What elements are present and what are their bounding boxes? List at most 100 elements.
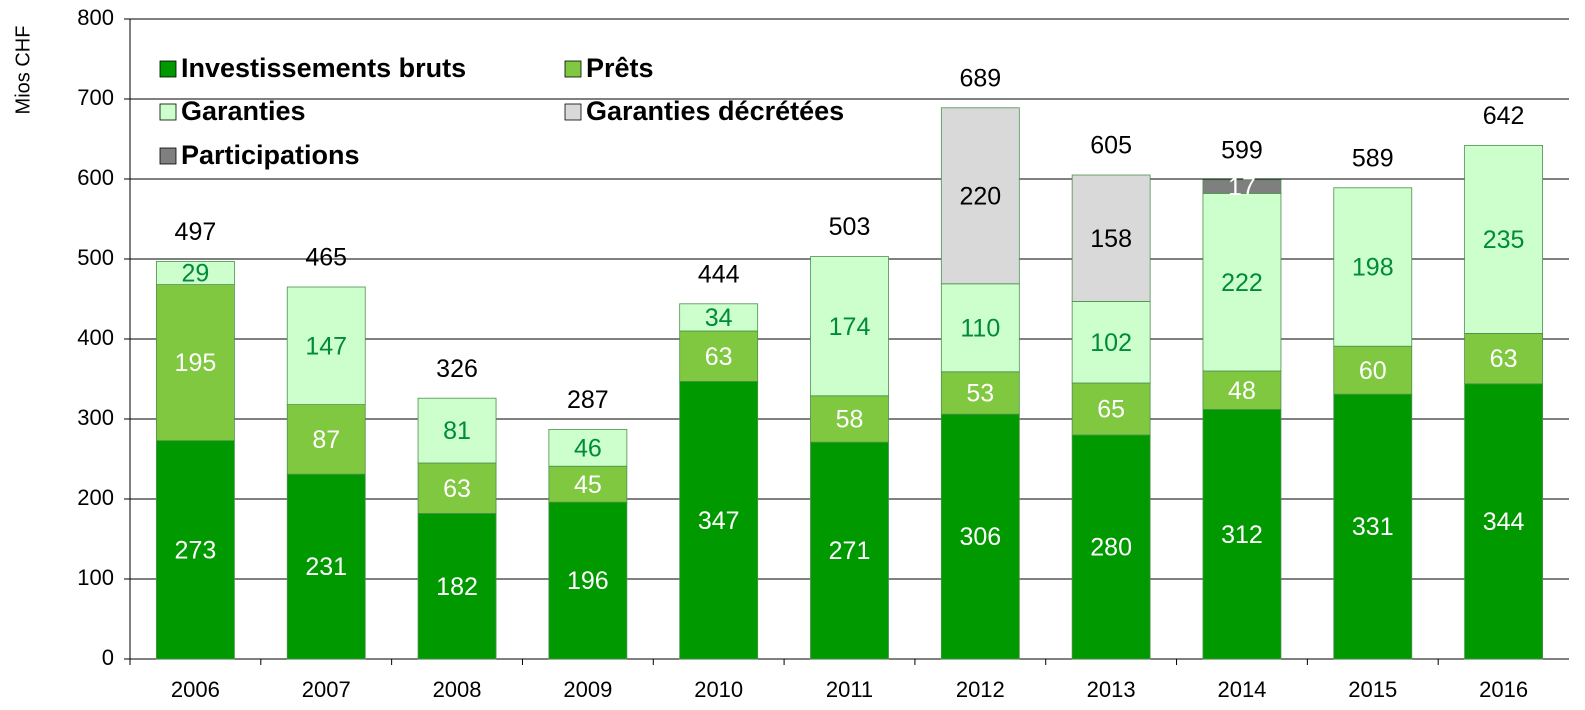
bar-segment (940, 283, 1020, 373)
bar-segment (286, 286, 366, 405)
segment-label: 158 (1090, 225, 1132, 253)
y-tick-label: 0 (102, 645, 114, 670)
bar-segment (156, 440, 235, 660)
segment-label: 344 (1483, 508, 1525, 536)
x-tick-label: 2014 (1217, 677, 1266, 702)
y-tick-label: 400 (77, 325, 114, 350)
total-label: 689 (959, 64, 1001, 92)
bar-segment (1202, 370, 1282, 410)
segment-label: 196 (567, 567, 609, 595)
segment-label: 347 (698, 507, 740, 535)
bar-segment (548, 428, 628, 467)
total-label: 326 (436, 355, 478, 383)
legend-label: Garanties (181, 96, 306, 126)
legend-swatch (159, 103, 177, 121)
bar-segment (1464, 383, 1543, 660)
segment-label: 17 (1228, 173, 1256, 201)
bar-segment (679, 303, 759, 332)
segment-label: 331 (1352, 513, 1394, 541)
legend-swatch (159, 60, 177, 78)
total-label: 503 (829, 213, 871, 241)
segment-label: 53 (966, 380, 994, 408)
total-label: 605 (1090, 132, 1132, 160)
bar-segment (1333, 393, 1413, 660)
bar-segment (156, 284, 235, 442)
x-tick-label: 2009 (563, 677, 612, 702)
y-axis-label: Mios CHF (12, 26, 34, 115)
x-tick-label: 2010 (694, 677, 743, 702)
x-tick-label: 2013 (1087, 677, 1136, 702)
segment-label: 63 (1490, 345, 1518, 373)
y-tick-label: 300 (77, 405, 114, 430)
segment-label: 273 (175, 536, 217, 564)
segment-label: 235 (1483, 226, 1525, 254)
bar-segment (1071, 300, 1151, 384)
x-tick-label: 2016 (1479, 677, 1528, 702)
segment-label: 195 (175, 349, 217, 377)
segment-label: 46 (574, 434, 602, 462)
segment-label: 182 (436, 573, 478, 601)
segment-label: 48 (1228, 377, 1256, 405)
segment-label: 87 (312, 426, 340, 454)
x-tick-label: 2006 (171, 677, 220, 702)
segment-label: 147 (305, 332, 347, 360)
y-tick-label: 700 (77, 85, 114, 110)
segment-label: 102 (1090, 329, 1132, 357)
segment-label: 271 (829, 537, 871, 565)
legend-label: Investissements bruts (181, 53, 466, 83)
bar-segment (286, 404, 366, 475)
bar-segment (1071, 174, 1151, 302)
y-tick-label: 500 (77, 245, 114, 270)
bar-segment (156, 260, 235, 285)
segment-label: 220 (959, 182, 1001, 210)
segment-label: 222 (1221, 269, 1263, 297)
bar-segment (810, 395, 889, 443)
legend-swatch (564, 103, 582, 121)
segment-label: 63 (705, 343, 733, 371)
total-label: 465 (305, 244, 347, 272)
y-tick-label: 600 (77, 165, 114, 190)
bar-segment (417, 462, 497, 514)
segment-label: 312 (1221, 521, 1263, 549)
bar-segment (810, 441, 889, 660)
segment-label: 231 (305, 553, 347, 581)
segment-label: 34 (705, 304, 733, 332)
segment-label: 198 (1352, 254, 1394, 282)
segment-label: 45 (574, 471, 602, 499)
segment-label: 60 (1359, 357, 1387, 385)
legend-label: Prêts (586, 53, 654, 83)
bar-segment (1202, 192, 1282, 372)
bar-segment (940, 413, 1020, 660)
y-tick-label: 800 (77, 5, 114, 30)
total-label: 599 (1221, 136, 1263, 164)
y-tick-label: 200 (77, 485, 114, 510)
bar-segment (1202, 179, 1282, 194)
legend-label: Participations (181, 140, 360, 170)
bar-segment (417, 397, 497, 464)
bar-segment (1333, 187, 1413, 347)
total-label: 497 (175, 218, 217, 246)
segment-label: 280 (1090, 534, 1132, 562)
total-label: 642 (1483, 102, 1525, 130)
segment-label: 174 (829, 313, 871, 341)
bar-segment (286, 473, 366, 660)
y-tick-label: 100 (77, 565, 114, 590)
bar-segment (1464, 144, 1543, 334)
bar-segment (548, 465, 628, 503)
bar-segment (1464, 332, 1543, 385)
total-label: 589 (1352, 144, 1394, 172)
segment-label: 63 (443, 475, 471, 503)
segment-label: 65 (1097, 396, 1125, 424)
bar-segment (1071, 434, 1151, 660)
bar-segment (940, 107, 1020, 285)
x-tick-label: 2012 (956, 677, 1005, 702)
bar-segment (1202, 408, 1282, 660)
segment-label: 81 (443, 417, 471, 445)
total-label: 444 (698, 260, 740, 288)
x-tick-label: 2008 (433, 677, 482, 702)
segment-label: 306 (959, 523, 1001, 551)
bar-segment (679, 380, 759, 660)
x-tick-label: 2007 (302, 677, 351, 702)
legend-label: Garanties décrétées (586, 96, 844, 126)
